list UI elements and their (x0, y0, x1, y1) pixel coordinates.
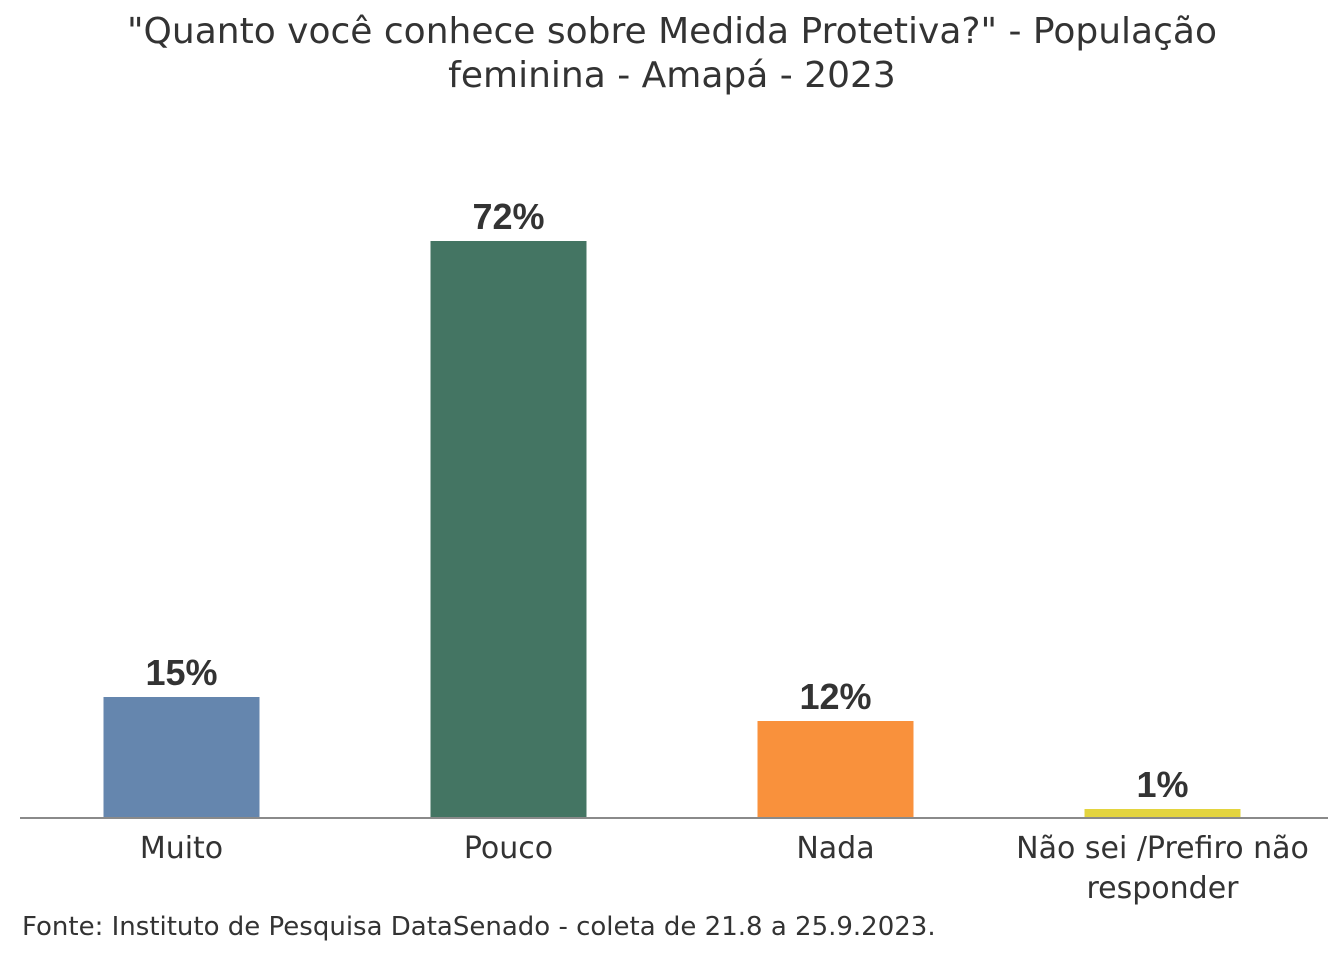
bars-group: 15% Muito 72% Pouco 12% Nada 1% Não sei /Prefir… (103, 196, 1309, 905)
data-label-0: 15% (145, 652, 217, 693)
category-label-1: Pouco (464, 831, 553, 866)
bar-chart: 15% Muito 72% Pouco 12% Nada 1% Não sei /Prefir… (20, 196, 1328, 905)
category-label-0: Muito (140, 831, 223, 866)
bar-3 (1084, 809, 1241, 817)
chart-title-line-1: "Quanto você conhece sobre Medida Protet… (127, 11, 1217, 52)
data-label-3: 1% (1136, 764, 1188, 805)
bar-2 (757, 721, 914, 817)
chart-title-line-2: feminina - Amapá - 2023 (448, 55, 896, 96)
category-label-2: Nada (796, 831, 874, 866)
bar-0 (103, 697, 260, 817)
data-label-1: 72% (472, 196, 544, 237)
category-label-3: Não sei /Prefiro não responder (1016, 831, 1309, 905)
bar-1 (430, 241, 587, 817)
chart-title: "Quanto você conhece sobre Medida Protet… (0, 10, 1344, 98)
data-label-2: 12% (799, 676, 871, 717)
source-note: Fonte: Instituto de Pesquisa DataSenado … (22, 912, 936, 942)
